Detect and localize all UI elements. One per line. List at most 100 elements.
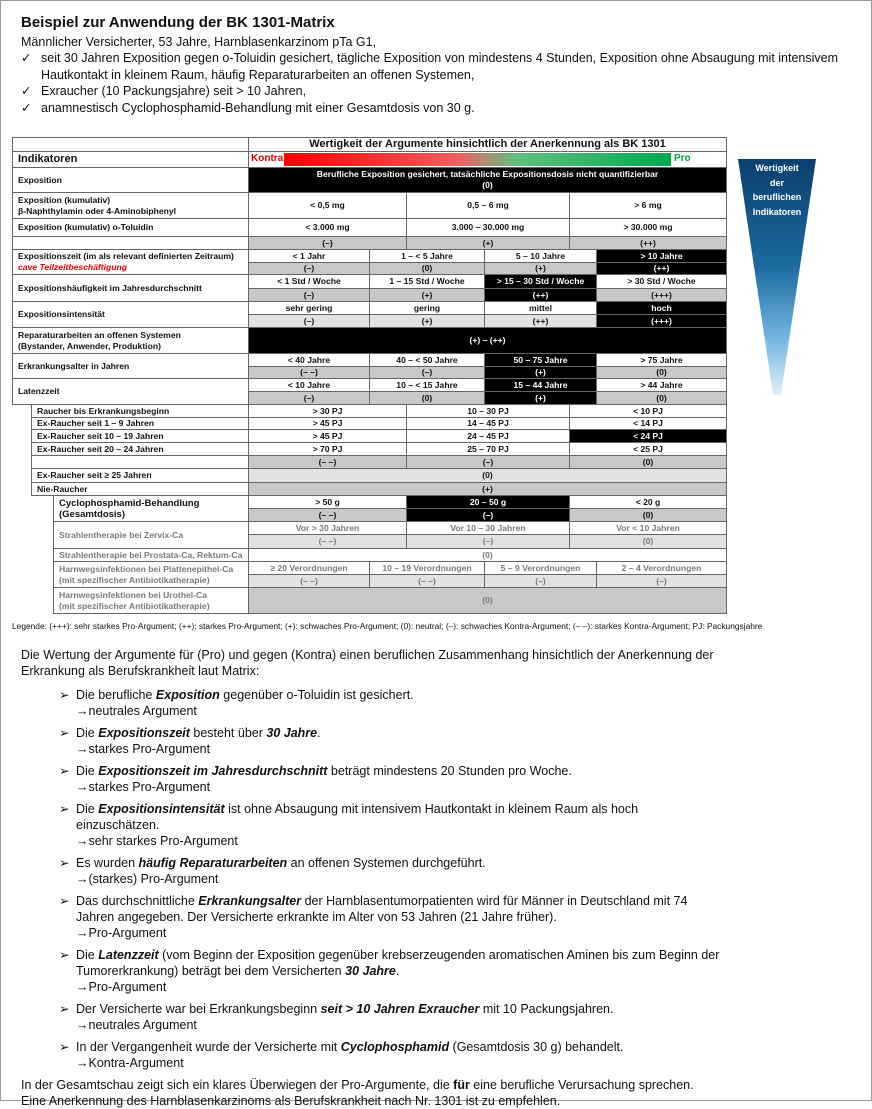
item-text-segment: Der Versicherte war bei Erkrankungsbegin… [76, 1002, 321, 1016]
item-text: In der Vergangenheit wurde der Versicher… [76, 1039, 721, 1055]
cell-text: cave Teilzeitbeschäftigung [18, 262, 128, 272]
cell-text: < 24 PJ [633, 430, 663, 441]
pyramid-line: Wertigkeit [755, 163, 799, 173]
cell-text: (–) [303, 392, 315, 403]
cell-text: β-Naphthylamin oder 4-Aminobiphenyl [18, 205, 177, 216]
cell-text: (++) [532, 315, 549, 326]
table-legend: Legende: (+++): sehr starkes Pro-Argumen… [12, 621, 763, 631]
list-item: ➢ Der Versicherte war bei Erkrankungsbegi… [21, 1001, 721, 1033]
value-cell: 20 – 50 g [406, 495, 570, 509]
list-item: ➢ Die Expositionszeit im Jahresdurchschni… [21, 763, 721, 795]
value-cell: < 3.000 mg [248, 218, 407, 237]
value-cell: > 70 PJ [248, 442, 407, 456]
result-text: (starkes) Pro-Argument [88, 872, 219, 886]
row-label-zervix: Strahlentherapie bei Zervix-Ca [53, 521, 249, 549]
cell-text: Wertigkeit der Argumente hinsichtlich de… [309, 138, 666, 150]
pyramid-line: Indikatoren [752, 206, 802, 217]
rating-cell: (–) [484, 574, 597, 588]
item-text-segment: mit 10 Packungsjahren. [479, 1002, 614, 1016]
cell-text: 25 – 70 PJ [467, 443, 509, 454]
value-cell: > 30 PJ [248, 404, 407, 418]
cell-text: 15 – 44 Jahre [513, 379, 568, 390]
item-text-segment: . [395, 964, 400, 978]
rating-cell: (+) [369, 288, 485, 302]
cell-text: Exposition (kumulativ) [18, 194, 111, 205]
cell-text: < 20 g [635, 496, 661, 507]
cell-text: < 10 Jahre [287, 379, 331, 390]
cell-text: > 45 PJ [312, 418, 343, 428]
value-cell: < 40 Jahre [248, 353, 370, 367]
row-label-haeufigkeit: Expositionshäufigkeit im Jahresdurchschn… [12, 274, 249, 302]
cell-text: Harnwegsinfektionen bei Plattenepithel-C… [59, 563, 234, 574]
row-label-alter: Erkrankungsalter in Jahren [12, 353, 249, 379]
item-text-segment: ist ohne Absaugung mit intensivem Hautko… [76, 802, 639, 832]
cell-text: (+) [535, 392, 546, 403]
value-cell: < 10 PJ [569, 404, 727, 418]
item-result: →starkes Pro-Argument [76, 779, 721, 795]
cell-text: (+++) [651, 315, 672, 326]
cell-text: > 15 – 30 Std / Woche [496, 276, 585, 286]
item-text-segment: Die berufliche [76, 688, 156, 702]
rating-cell: (+) [248, 482, 727, 496]
list-item: ➢ Die Latenzzeit (vom Beginn der Expositi… [21, 947, 721, 995]
value-cell: 25 – 70 PJ [406, 442, 570, 456]
cell-text: (– –) [318, 536, 337, 546]
cell-text: > 75 Jahre [640, 354, 683, 365]
rating-cell: (0) [569, 455, 727, 469]
rating-cell: (–) [406, 455, 570, 469]
value-cell: > 50 g [248, 495, 407, 509]
cell-text: Ex-Raucher seit 1 – 9 Jahren [37, 418, 155, 428]
value-cell: > 44 Jahre [596, 378, 727, 392]
emphasis-text: 30 Jahre [266, 726, 318, 740]
rating-cell: (– –) [248, 534, 407, 549]
item-result: →sehr starkes Pro-Argument [76, 833, 721, 849]
value-cell: < 24 PJ [569, 429, 727, 443]
rating-cell: (0) [596, 391, 727, 405]
value-cell: > 15 – 30 Std / Woche [484, 274, 597, 289]
cell-text: (–) [303, 263, 315, 273]
arrow-bullet-icon: ➢ [59, 1002, 70, 1016]
item-result: →neutrales Argument [76, 703, 721, 719]
cell-text: (– –) [300, 575, 318, 586]
cell-text: Indikatoren [18, 153, 78, 165]
item-result: →neutrales Argument [76, 1017, 721, 1033]
row-label-prostata: Strahlentherapie bei Prostata-Ca, Rektum… [53, 548, 249, 562]
rating-cell: (–) [406, 534, 570, 549]
cell-text: Vor < 10 Jahren [616, 522, 680, 533]
emphasis-text: Expositionsintensität [98, 802, 225, 816]
item-text-segment: . [317, 726, 321, 740]
right-arrow-icon: → [76, 780, 89, 794]
value-cell: ≥ 20 Verordnungen [248, 561, 370, 575]
pro-label: Pro [674, 153, 691, 164]
value-cell: 5 – 9 Verordnungen [484, 561, 597, 575]
cell-text: ≥ 20 Verordnungen [270, 562, 348, 573]
rating-cell: (–) [248, 314, 370, 328]
item-text-segment: Die [76, 948, 99, 962]
value-cell: Vor 10 – 30 Jahren [406, 521, 570, 535]
cell-text: Harnwegsinfektionen bei Urothel-Ca [59, 589, 208, 600]
rating-cell: (– –) [369, 574, 485, 588]
cell-text: Nie-Raucher [37, 483, 88, 494]
cell-text: > 50 g [315, 496, 340, 507]
cell-text: (–) [535, 575, 546, 586]
evaluation-text: Die Wertung der Argumente für (Pro) und … [21, 647, 721, 1109]
cell-text: (– –) [318, 509, 337, 520]
emphasis-text: Cyclophosphamid [340, 1040, 450, 1054]
arrow-bullet-icon: ➢ [59, 856, 70, 870]
cell-text: (+) [535, 263, 546, 273]
item-text: Der Versicherte war bei Erkrankungsbegin… [76, 1001, 721, 1017]
blank-label [12, 236, 249, 250]
row-label-urothel: Harnwegsinfektionen bei Urothel-Ca (mit s… [53, 587, 249, 614]
item-text: Die Latenzzeit (vom Beginn der Expositio… [76, 947, 721, 979]
rating-cell: (0) [569, 534, 727, 549]
cell-text: (+) – (++) [469, 335, 506, 345]
row-label-naphthyl: Exposition (kumulativ) β-Naphthylamin ode… [12, 192, 249, 219]
row-label-intensitaet: Expositionsintensität [12, 301, 249, 328]
check-text: anamnestisch Cyclophosphamid-Behandlung … [41, 100, 475, 115]
result-text: Pro-Argument [88, 926, 167, 940]
cell-text: mittel [529, 302, 552, 313]
rating-cell: (–) [596, 574, 727, 588]
emphasis-text: häufig Reparaturarbeiten [138, 856, 288, 870]
value-cell: > 6 mg [569, 192, 727, 219]
result-text: starkes Pro-Argument [88, 742, 211, 756]
